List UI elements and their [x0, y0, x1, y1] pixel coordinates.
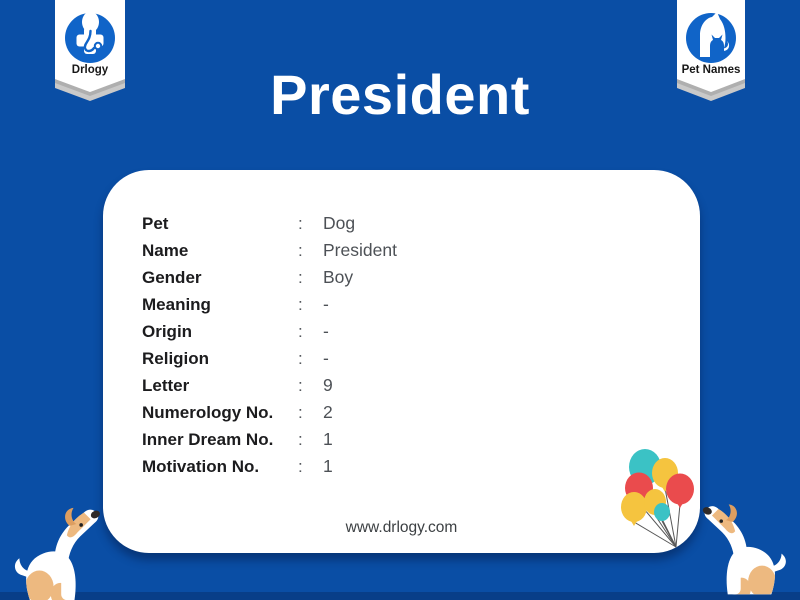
detail-value: - — [323, 348, 329, 368]
detail-value: 1 — [323, 456, 333, 476]
drlogy-badge-label: Drlogy — [71, 64, 109, 76]
detail-label: Letter — [142, 376, 190, 395]
pet-names-badge-label: Pet Names — [681, 64, 741, 76]
detail-label: Religion — [142, 349, 210, 368]
detail-label: Gender — [142, 268, 202, 287]
detail-label: Meaning — [142, 295, 211, 314]
table-row-meaning: Meaning: - — [142, 291, 397, 318]
ribbon-banner-shape — [55, 0, 125, 101]
page-title: President — [270, 63, 530, 126]
detail-separator: : — [298, 214, 303, 233]
detail-separator: : — [298, 241, 303, 260]
detail-label: Motivation No. — [142, 457, 260, 476]
detail-value: Dog — [323, 213, 356, 233]
pet-names-ribbon-badge: Pet Names — [677, 0, 745, 104]
detail-separator: : — [298, 376, 303, 395]
dog-looking-up-left-illustration — [14, 507, 100, 600]
table-row-numerology-no: Numerology No.: 2 — [142, 399, 397, 426]
detail-separator: : — [298, 430, 303, 449]
balloons-illustration — [621, 449, 694, 548]
detail-value: - — [323, 294, 329, 314]
detail-value: Boy — [323, 267, 354, 287]
detail-value: President — [323, 240, 397, 260]
table-row-motivation-no: Motivation No.: 1 — [142, 453, 397, 480]
detail-label: Pet — [142, 214, 169, 233]
detail-separator: : — [298, 322, 303, 341]
medical-cross-stethoscope-icon — [65, 11, 115, 63]
drlogy-ribbon-badge: Drlogy — [55, 0, 125, 104]
detail-separator: : — [298, 457, 303, 476]
bottom-edge-strip — [0, 592, 800, 600]
detail-value: - — [323, 321, 329, 341]
dog-and-cat-icon — [686, 12, 736, 63]
table-row-name: Name: President — [142, 237, 397, 264]
detail-separator: : — [298, 349, 303, 368]
detail-label: Numerology No. — [142, 403, 274, 422]
pet-detail-card: Pet: Dog Name: President Gender: Boy Meanin… — [103, 170, 700, 553]
detail-value: 9 — [323, 375, 333, 395]
detail-value: 1 — [323, 429, 333, 449]
detail-label: Name — [142, 241, 189, 260]
pet-details-table: Pet: Dog Name: President Gender: Boy Meanin… — [142, 210, 397, 480]
ribbon-banner-shape — [677, 0, 745, 101]
table-row-pet: Pet: Dog — [142, 210, 397, 237]
website-url-text: www.drlogy.com — [345, 519, 458, 536]
table-row-gender: Gender: Boy — [142, 264, 397, 291]
dog-looking-up-right-illustration — [702, 504, 786, 595]
detail-separator: : — [298, 403, 303, 422]
table-row-inner-dream-no: Inner Dream No.: 1 — [142, 426, 397, 453]
table-row-religion: Religion: - — [142, 345, 397, 372]
table-row-letter: Letter: 9 — [142, 372, 397, 399]
table-row-origin: Origin: - — [142, 318, 397, 345]
detail-separator: : — [298, 268, 303, 287]
detail-separator: : — [298, 295, 303, 314]
detail-label: Inner Dream No. — [142, 430, 274, 449]
detail-label: Origin — [142, 322, 193, 341]
detail-value: 2 — [323, 402, 333, 422]
